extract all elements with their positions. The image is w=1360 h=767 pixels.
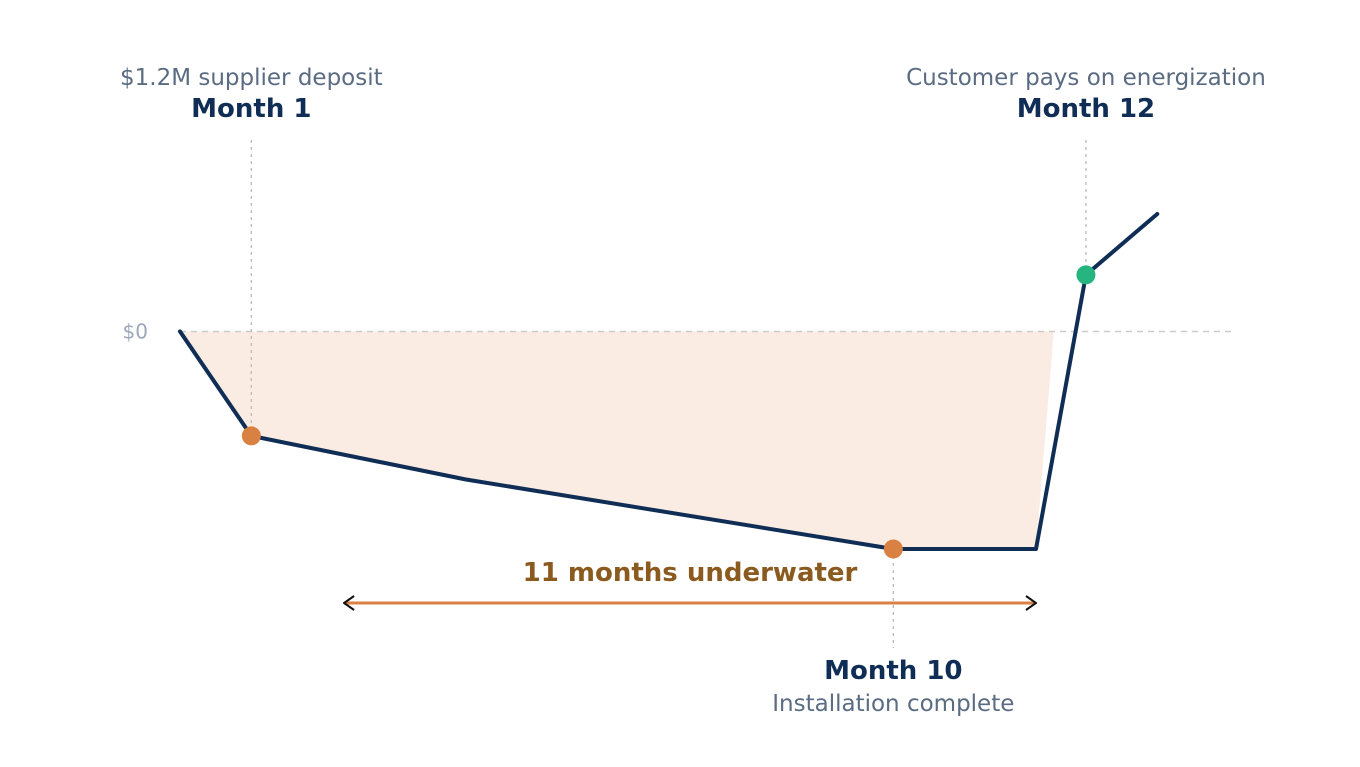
milestone-month-1: Month 1 — [191, 94, 311, 124]
milestone-point-2 — [883, 539, 903, 559]
milestone-point-1 — [241, 426, 261, 446]
milestone-caption-2: Installation complete — [772, 691, 1014, 717]
milestone-point-3 — [1076, 265, 1096, 285]
underwater-area — [180, 331, 1054, 549]
milestone-caption-1: $1.2M supplier deposit — [120, 65, 383, 91]
milestone-month-2: Month 10 — [824, 656, 962, 686]
milestone-caption-3: Customer pays on energization — [906, 65, 1266, 91]
zero-label: $0 — [123, 319, 148, 343]
milestone-month-3: Month 12 — [1017, 94, 1155, 124]
underwater-span-label: 11 months underwater — [523, 558, 858, 588]
